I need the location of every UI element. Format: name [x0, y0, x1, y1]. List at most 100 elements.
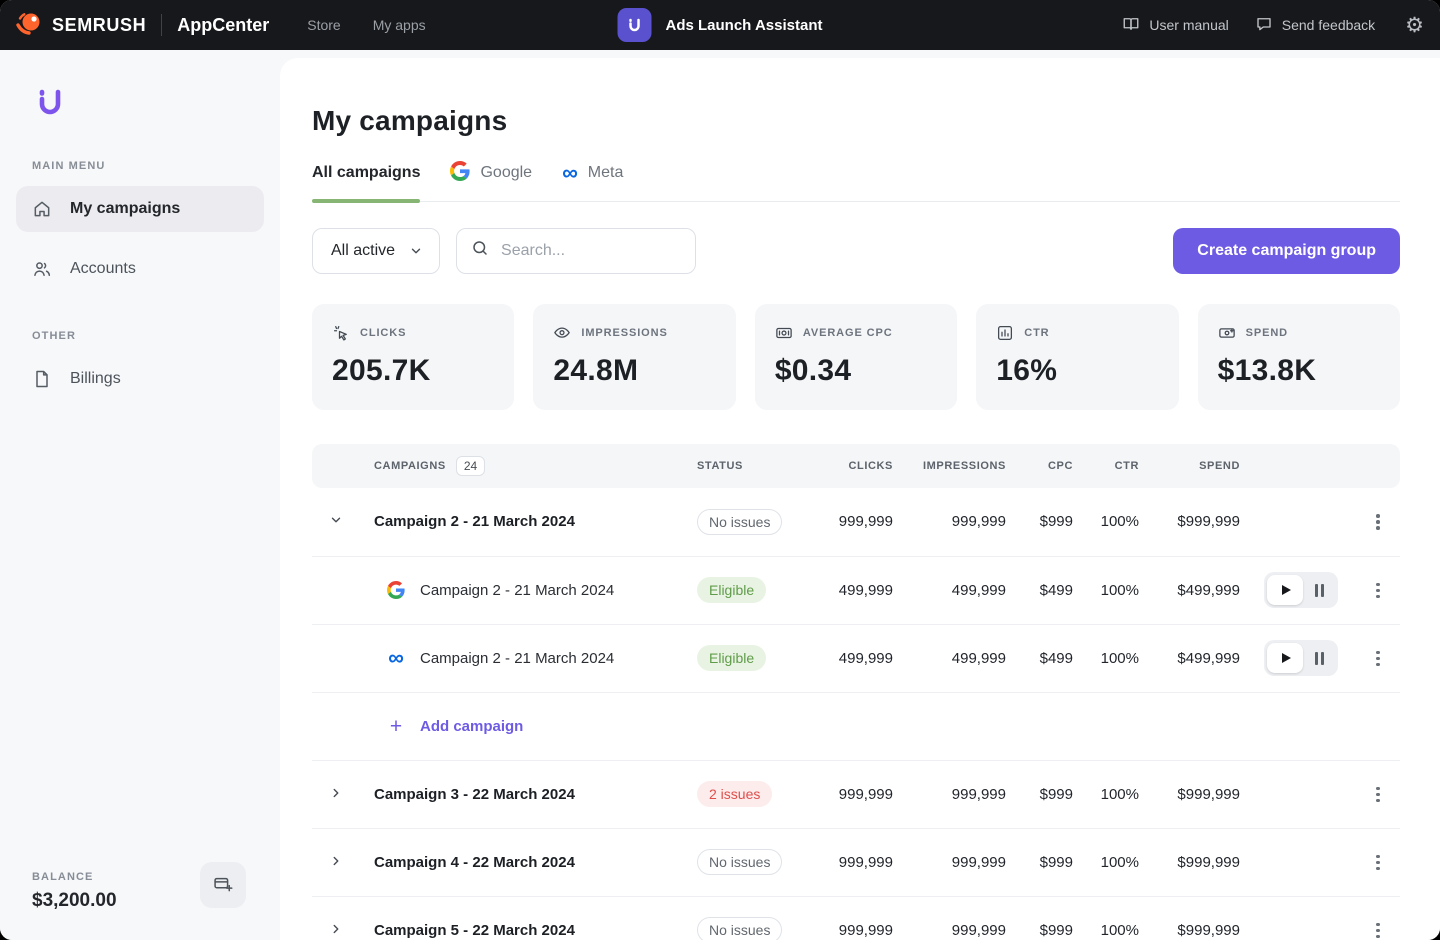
header-spend: SPEND: [1199, 459, 1240, 472]
table-row: Campaign 3 - 22 March 2024 2 issues 999,99…: [312, 759, 1400, 828]
sidebar-item-billings[interactable]: Billings: [16, 356, 264, 402]
stat-value: 16%: [996, 353, 1058, 387]
row-menu-button[interactable]: [1370, 917, 1386, 940]
user-manual-link[interactable]: User manual: [1122, 15, 1229, 36]
spend-value: $999,999: [1177, 853, 1240, 871]
cpc-value: $499: [1039, 581, 1073, 599]
ctr-value: 100%: [1100, 785, 1139, 803]
sidebar: MAIN MENU My campaigns Accounts OTHER Bi…: [0, 50, 280, 940]
sidebar-item-label: Accounts: [70, 260, 136, 277]
stat-value: $13.8K: [1217, 353, 1317, 387]
table-row: Campaign 2 - 21 March 2024 Eligible 499,99…: [312, 555, 1400, 624]
row-menu-button[interactable]: [1370, 508, 1386, 536]
document-icon: [32, 369, 52, 389]
campaign-count-badge: 24: [455, 455, 486, 476]
spend-value: $999,999: [1177, 921, 1240, 939]
row-menu-button[interactable]: [1370, 645, 1386, 673]
sidebar-item-label: Billings: [70, 370, 121, 387]
topbar: SEMRUSH AppCenter Store My apps Ads Laun…: [0, 0, 1440, 50]
play-button[interactable]: [1267, 643, 1303, 674]
pause-button[interactable]: [1303, 575, 1335, 605]
balance-block: BALANCE $3,200.00: [32, 871, 117, 912]
impressions-value: 999,999: [951, 785, 1006, 803]
chevron-right-icon: [329, 854, 343, 871]
row-menu-button[interactable]: [1370, 849, 1386, 877]
stat-label: AVERAGE CPC: [802, 326, 893, 339]
add-funds-button[interactable]: [200, 862, 246, 908]
table-header: CAMPAIGNS 24 STATUS CLICKS IMPRESSIONS C…: [312, 443, 1400, 488]
impressions-value: 999,999: [951, 921, 1006, 939]
stat-card-spend: SPEND $13.8K: [1197, 303, 1401, 410]
header-ctr: CTR: [1114, 459, 1139, 472]
tabs: All campaigns Google ∞ Meta: [312, 160, 1400, 203]
clicks-value: 499,999: [838, 649, 893, 667]
brand-sub: AppCenter: [177, 14, 270, 35]
add-campaign-button[interactable]: + Add campaign: [386, 716, 524, 737]
create-campaign-group-button[interactable]: Create campaign group: [1173, 227, 1400, 274]
play-pause-toggle: [1264, 640, 1338, 677]
stat-card-clicks: CLICKS 205.7K: [312, 303, 515, 410]
ctr-value: 100%: [1100, 921, 1139, 939]
banknote-icon: [1218, 324, 1236, 342]
send-feedback-link[interactable]: Send feedback: [1255, 15, 1375, 36]
clicks-value: 999,999: [838, 513, 893, 531]
status-filter-select[interactable]: All active: [312, 227, 441, 274]
search-icon: [471, 239, 489, 262]
header-impressions: IMPRESSIONS: [922, 459, 1006, 472]
stat-card-impressions: IMPRESSIONS 24.8M: [533, 303, 736, 410]
spend-value: $499,999: [1177, 649, 1240, 667]
book-icon: [1122, 15, 1140, 36]
nav-store[interactable]: Store: [307, 17, 341, 33]
sidebar-item-my-campaigns[interactable]: My campaigns: [16, 186, 264, 232]
row-menu-button[interactable]: [1370, 781, 1386, 809]
collapse-row-button[interactable]: [325, 509, 347, 534]
status-filter-value: All active: [331, 241, 396, 259]
campaign-name: Campaign 3 - 22 March 2024: [374, 785, 575, 803]
balance-label: BALANCE: [32, 871, 94, 883]
balance-value: $3,200.00: [32, 890, 117, 911]
nav-my-apps[interactable]: My apps: [372, 17, 426, 33]
semrush-brand[interactable]: SEMRUSH AppCenter: [16, 11, 269, 40]
header-campaigns: CAMPAIGNS: [374, 459, 446, 472]
stat-label: SPEND: [1245, 326, 1289, 339]
tab-all-campaigns[interactable]: All campaigns: [312, 161, 421, 203]
app-logo-icon: [30, 82, 70, 127]
brand-name: SEMRUSH: [52, 14, 147, 35]
status-badge: Eligible: [697, 645, 767, 672]
pause-button[interactable]: [1303, 643, 1335, 673]
expand-row-button[interactable]: [325, 782, 347, 807]
google-icon: [386, 581, 406, 600]
campaign-name: Campaign 4 - 22 March 2024: [374, 853, 575, 871]
card-plus-icon: [213, 874, 233, 897]
expand-row-button[interactable]: [325, 850, 347, 875]
home-icon: [32, 199, 52, 219]
header-cpc: CPC: [1047, 459, 1073, 472]
header-clicks: CLICKS: [848, 459, 893, 472]
tab-meta[interactable]: ∞ Meta: [562, 160, 624, 186]
sidebar-item-label: My campaigns: [70, 200, 181, 217]
expand-row-button[interactable]: [325, 918, 347, 940]
play-icon: [1281, 653, 1291, 664]
gear-icon[interactable]: ⚙: [1405, 13, 1424, 37]
chevron-down-icon: [409, 244, 423, 258]
ads-launch-assistant-icon: [617, 8, 652, 42]
status-badge: No issues: [697, 917, 783, 940]
spend-value: $999,999: [1177, 513, 1240, 531]
meta-icon: ∞: [562, 160, 578, 186]
campaign-name: Campaign 2 - 21 March 2024: [374, 513, 575, 531]
app-title: Ads Launch Assistant: [665, 16, 823, 34]
play-button[interactable]: [1267, 575, 1303, 606]
main-panel: My campaigns All campaigns Google ∞ Meta…: [280, 58, 1440, 940]
status-badge: 2 issues: [697, 781, 773, 808]
clicks-value: 999,999: [838, 785, 893, 803]
cpc-value: $999: [1039, 921, 1073, 939]
impressions-value: 499,999: [951, 649, 1006, 667]
row-menu-button[interactable]: [1370, 577, 1386, 605]
stat-label: CTR: [1024, 326, 1050, 339]
sidebar-item-accounts[interactable]: Accounts: [16, 246, 264, 292]
stat-value: 24.8M: [553, 353, 639, 387]
users-icon: [32, 259, 52, 279]
cpc-value: $999: [1039, 513, 1073, 531]
search-input[interactable]: [499, 240, 682, 261]
tab-google[interactable]: Google: [450, 160, 532, 201]
